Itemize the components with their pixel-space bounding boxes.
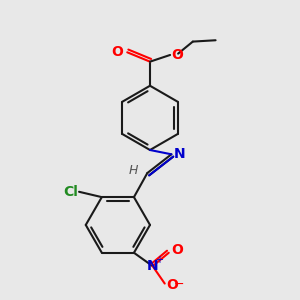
Text: +: + — [154, 255, 163, 265]
Text: O: O — [166, 278, 178, 292]
Text: N: N — [174, 147, 186, 161]
Text: H: H — [129, 164, 138, 177]
Text: −: − — [174, 278, 184, 291]
Text: N: N — [147, 259, 158, 273]
Text: O: O — [171, 243, 183, 257]
Text: O: O — [171, 48, 183, 62]
Text: Cl: Cl — [63, 185, 78, 199]
Text: O: O — [111, 45, 123, 59]
